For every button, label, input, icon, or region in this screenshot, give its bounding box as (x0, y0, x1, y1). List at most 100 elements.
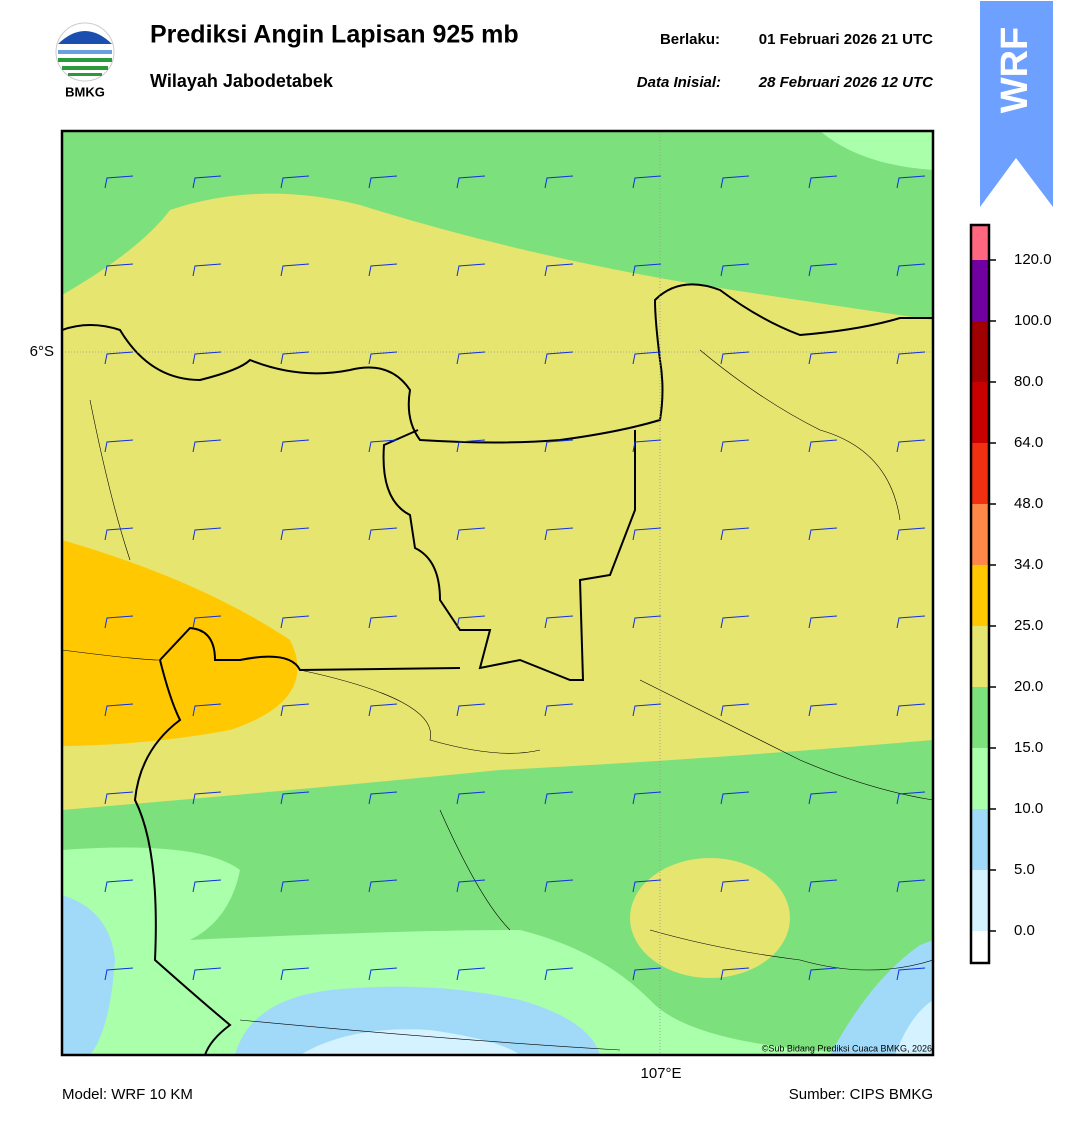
wind-barb (192, 703, 222, 717)
wind-barb (280, 439, 310, 453)
wind-barb (368, 879, 398, 893)
wind-barb (104, 527, 134, 541)
wind-barb (720, 527, 750, 541)
wind-barb (808, 263, 838, 277)
wind-barb (632, 351, 662, 365)
wind-barb (632, 527, 662, 541)
colorbar: 0.0 5.0 10.0 15.0 20.0 25.0 34.0 48.0 64.0 80.0 10… (969, 223, 1052, 965)
colorbar-frame (969, 223, 991, 965)
wind-barb (896, 967, 926, 981)
wind-barb (192, 175, 222, 189)
wind-barb (456, 351, 486, 365)
wind-barb (720, 175, 750, 189)
colorbar-segment (971, 504, 989, 565)
wind-barb (280, 967, 310, 981)
wind-barb (808, 175, 838, 189)
wind-barb (192, 791, 222, 805)
wind-barb (456, 967, 486, 981)
colorbar-label: 64.0 (1014, 434, 1043, 451)
wind-barb (280, 791, 310, 805)
colorbar-segment (971, 565, 989, 626)
wind-barb (544, 175, 574, 189)
wind-barb (808, 791, 838, 805)
wind-barb (720, 615, 750, 629)
wind-barb (544, 703, 574, 717)
wind-barb (192, 615, 222, 629)
wind-barb (896, 439, 926, 453)
wind-barb (896, 879, 926, 893)
colorbar-label: 0.0 (1014, 922, 1035, 939)
wind-barb (368, 263, 398, 277)
wind-barb (544, 351, 574, 365)
badge (980, 1, 1053, 207)
colorbar-label: 80.0 (1014, 373, 1043, 390)
wind-barb (808, 527, 838, 541)
colorbar-segment (971, 382, 989, 443)
wind-barb (544, 263, 574, 277)
wind-barb (104, 879, 134, 893)
subtitle: Wilayah Jabodetabek (150, 71, 334, 91)
colorbar-label: 100.0 (1014, 312, 1052, 329)
wind-barb (632, 703, 662, 717)
wind-barb (192, 879, 222, 893)
colorbar-segment (971, 809, 989, 870)
wind-barb (896, 351, 926, 365)
wind-barb (368, 175, 398, 189)
lon-label: 107°E (640, 1065, 681, 1082)
wind-barb (720, 879, 750, 893)
wind-barb (720, 703, 750, 717)
map (62, 131, 933, 1055)
wind-barb (104, 791, 134, 805)
wind-barb (456, 263, 486, 277)
wind-barb (544, 791, 574, 805)
wind-barb (456, 879, 486, 893)
wind-barb (192, 263, 222, 277)
lat-label: 6°S (30, 343, 54, 360)
colorbar-segment (971, 931, 989, 963)
wind-barb (456, 527, 486, 541)
wind-barb (896, 615, 926, 629)
colorbar-label: 15.0 (1014, 739, 1043, 756)
wind-barb (104, 615, 134, 629)
wind-barb (104, 439, 134, 453)
colorbar-label: 25.0 (1014, 617, 1043, 634)
wind-barb (544, 967, 574, 981)
wind-barb (896, 703, 926, 717)
wind-barb (544, 439, 574, 453)
logo (55, 22, 115, 82)
wind-barb (896, 791, 926, 805)
source: Sumber: CIPS BMKG (789, 1086, 933, 1103)
wind-barb (544, 879, 574, 893)
init-value: 28 Februari 2026 12 UTC (758, 74, 934, 91)
wind-barb (808, 967, 838, 981)
wind-barb (632, 791, 662, 805)
wind-barb (632, 439, 662, 453)
wind-barb (368, 967, 398, 981)
wind-barb (456, 439, 486, 453)
wind-barb (104, 703, 134, 717)
wind-barb (632, 967, 662, 981)
wind-barb (544, 527, 574, 541)
wind-barb (104, 175, 134, 189)
wind-barb (280, 263, 310, 277)
wind-barb (104, 351, 134, 365)
wind-barb (808, 615, 838, 629)
colorbar-segment (971, 626, 989, 687)
colorbar-label: 5.0 (1014, 861, 1035, 878)
wind-barb (720, 791, 750, 805)
badge-text: WRF (994, 27, 1036, 114)
wind-barb (368, 439, 398, 453)
wind-barb (104, 263, 134, 277)
valid-value: 01 Februari 2026 21 UTC (759, 31, 933, 48)
colorbar-label: 10.0 (1014, 800, 1043, 817)
wind-barb (192, 439, 222, 453)
wind-barb (280, 615, 310, 629)
map-frame (60, 129, 935, 1057)
wind-barb (368, 615, 398, 629)
wind-barb (280, 175, 310, 189)
wind-barb (896, 175, 926, 189)
wind-barb (720, 439, 750, 453)
wind-barb (720, 967, 750, 981)
colorbar-segment (971, 321, 989, 382)
